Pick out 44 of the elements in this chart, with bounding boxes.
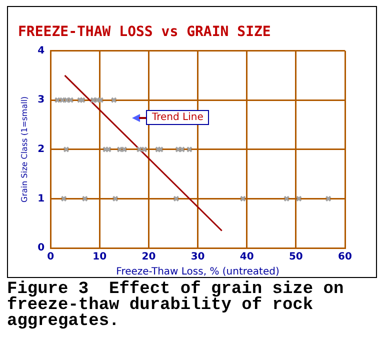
point [64, 96, 70, 104]
point [121, 146, 128, 153]
y-tick-label: 3 [38, 94, 45, 106]
point [283, 196, 290, 202]
annotation: Trend Line [146, 110, 210, 125]
point [240, 196, 246, 202]
x-tick-label: 60 [338, 252, 352, 263]
x-tick-label: 50 [288, 252, 303, 263]
point [79, 96, 86, 104]
point [154, 146, 162, 153]
point [63, 146, 70, 153]
y-tick-label: 1 [38, 193, 45, 204]
x-tick-label: 10 [92, 252, 107, 263]
point [116, 146, 123, 153]
point [296, 196, 302, 202]
y-axis-title: Grain Size Class (1=small) [20, 96, 29, 202]
point [112, 196, 118, 202]
y-tick-label: 2 [38, 144, 45, 155]
point [76, 96, 84, 104]
point [141, 146, 148, 153]
x-axis-title: Freeze-Thaw Loss, % (untreated) [116, 266, 280, 278]
point [173, 196, 180, 202]
y-tick-label: 0 [38, 242, 45, 254]
point [110, 96, 117, 104]
x-tick-label: 30 [190, 252, 205, 263]
point [186, 146, 193, 153]
point [157, 146, 164, 153]
point [68, 96, 74, 104]
point [325, 196, 332, 202]
caption: Figure 3 Effect of grain size on freeze-thaw durability of rock aggregates. [7, 280, 345, 331]
point [54, 96, 61, 104]
chart-title: FREEZE-THAW LOSS vs GRAIN SIZE [18, 24, 271, 40]
point [102, 146, 109, 153]
point [60, 196, 67, 202]
y-tick-label: 4 [38, 45, 45, 56]
point [105, 146, 112, 153]
x-tick-label: 40 [240, 252, 254, 263]
point [59, 96, 66, 104]
point [136, 146, 143, 153]
point [82, 196, 88, 202]
point [175, 146, 182, 153]
x-tick-label: 20 [142, 252, 156, 263]
x-tick-label: 0 [47, 252, 54, 263]
point [90, 96, 96, 104]
